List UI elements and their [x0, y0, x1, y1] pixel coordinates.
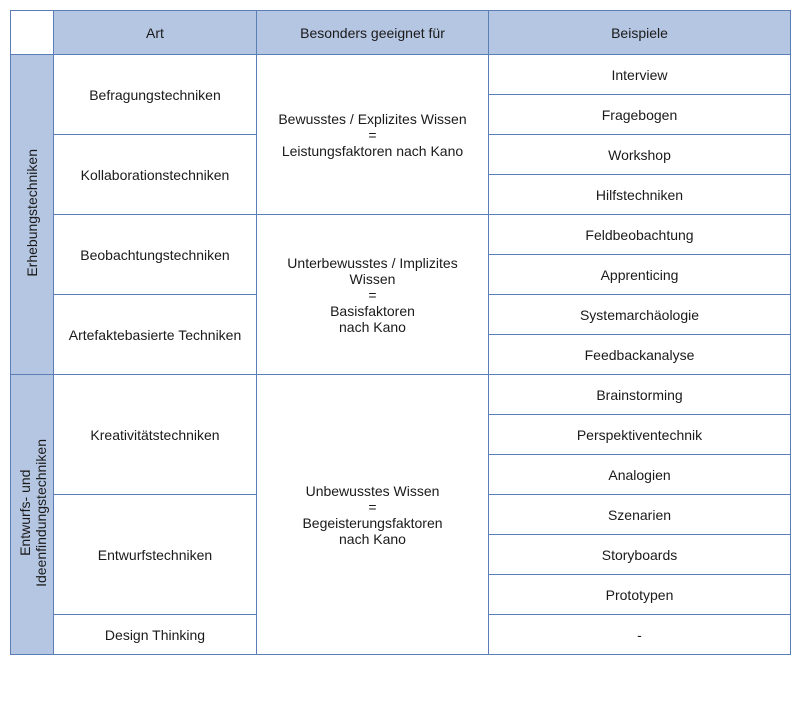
example-cell: Interview — [489, 55, 791, 95]
suitable-cell: Unbewusstes Wissen=Begeisterungsfaktoren… — [257, 375, 489, 655]
suitable-cell: Unterbewusstes / Implizites Wissen=Basis… — [257, 215, 489, 375]
art-cell: Kollaborationstechniken — [54, 135, 257, 215]
example-cell: Szenarien — [489, 495, 791, 535]
example-cell: Storyboards — [489, 535, 791, 575]
example-cell: Hilfstechniken — [489, 175, 791, 215]
art-cell: Kreativitätstechniken — [54, 375, 257, 495]
header-examples: Beispiele — [489, 11, 791, 55]
techniques-table-container: ArtBesonders geeignet fürBeispiele Erhebu… — [10, 10, 790, 655]
header-suitable: Besonders geeignet für — [257, 11, 489, 55]
example-cell: Feldbeobachtung — [489, 215, 791, 255]
example-cell: Apprenticing — [489, 255, 791, 295]
art-cell: Design Thinking — [54, 615, 257, 655]
corner-cell — [11, 11, 54, 55]
art-cell: Beobachtungstechniken — [54, 215, 257, 295]
example-cell: Perspektiventechnik — [489, 415, 791, 455]
group-label: Erhebungstechniken — [11, 55, 54, 375]
art-cell: Artefaktebasierte Techniken — [54, 295, 257, 375]
example-cell: Prototypen — [489, 575, 791, 615]
example-cell: Feedbackanalyse — [489, 335, 791, 375]
art-cell: Befragungstechniken — [54, 55, 257, 135]
group-label: Entwurfs- undIdeenfindungstechniken — [11, 375, 54, 655]
example-cell: Brainstorming — [489, 375, 791, 415]
techniques-table: ArtBesonders geeignet fürBeispiele Erhebu… — [10, 10, 791, 655]
suitable-cell: Bewusstes / Explizites Wissen=Leistungsf… — [257, 55, 489, 215]
example-cell: Systemarchäologie — [489, 295, 791, 335]
example-cell: - — [489, 615, 791, 655]
example-cell: Analogien — [489, 455, 791, 495]
art-cell: Entwurfstechniken — [54, 495, 257, 615]
header-art: Art — [54, 11, 257, 55]
example-cell: Fragebogen — [489, 95, 791, 135]
example-cell: Workshop — [489, 135, 791, 175]
